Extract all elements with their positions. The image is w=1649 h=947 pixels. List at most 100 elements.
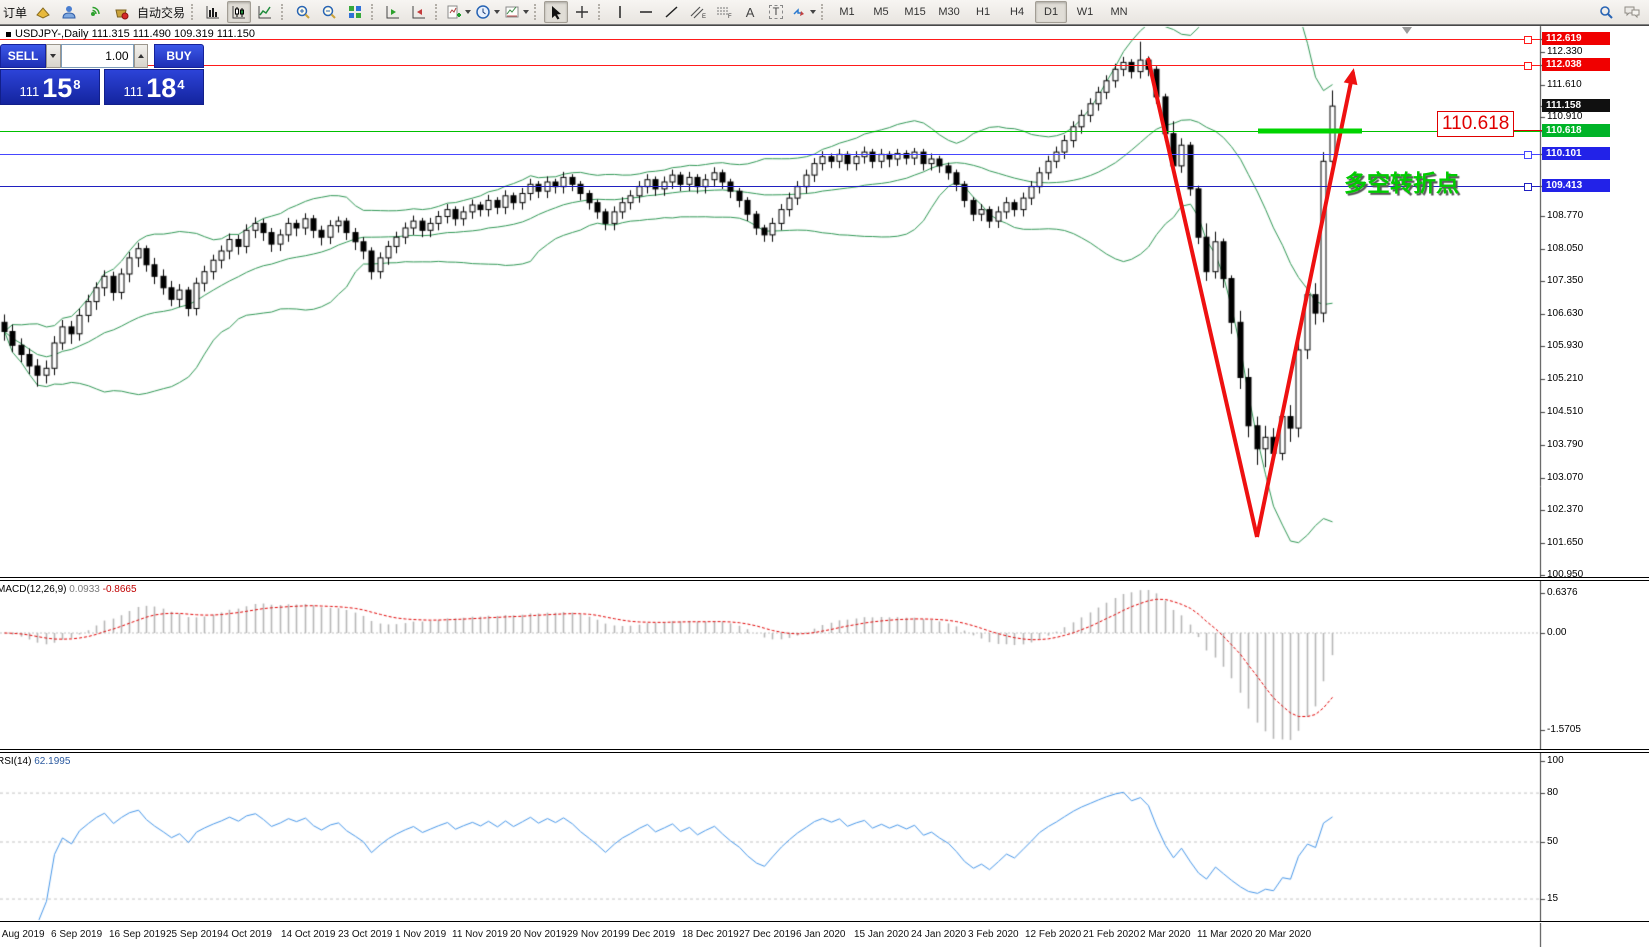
timeframe-mn[interactable]: MN (1110, 6, 1128, 18)
timeframe-m30[interactable]: M30 (938, 6, 960, 18)
timeframe-h1[interactable]: H1 (976, 6, 991, 18)
price-level-line[interactable] (0, 39, 1540, 40)
sell-button[interactable]: SELL (0, 44, 47, 68)
date-label: 2 Mar 2020 (1140, 929, 1191, 940)
date-label: 6 Jan 2020 (796, 929, 846, 940)
tile-windows-icon[interactable] (343, 1, 367, 23)
indicators-icon[interactable] (445, 1, 472, 23)
toolbar-grip (821, 4, 827, 20)
trendline-tool-icon[interactable] (660, 1, 684, 23)
text-tool-icon[interactable]: A (745, 4, 755, 20)
macd-axis-label: 0.00 (1547, 627, 1567, 638)
timeframe-m1[interactable]: M1 (839, 6, 855, 18)
line-chart-icon[interactable] (253, 1, 277, 23)
chevron-down-icon (810, 10, 817, 14)
zoom-in-icon[interactable] (291, 1, 315, 23)
auto-scroll-icon[interactable] (381, 1, 405, 23)
price-badge: 111.158 (1542, 99, 1610, 112)
price-level-line[interactable] (0, 154, 1540, 155)
periods-icon[interactable] (474, 1, 501, 23)
price-tick-label: 112.330 (1547, 46, 1583, 57)
main-toolbar: 订单 自动交易 (0, 0, 1649, 24)
buy-price-pip: 4 (177, 77, 185, 92)
date-label: 14 Oct 2019 (281, 929, 336, 940)
price-tick-label: 103.070 (1547, 472, 1584, 483)
horizontal-line-tool-icon[interactable] (634, 1, 658, 23)
rsi-axis-label: 15 (1547, 893, 1559, 904)
price-tick-label: 108.050 (1547, 243, 1584, 254)
cursor-icon[interactable] (544, 1, 569, 23)
fibonacci-tool-icon[interactable]: F (712, 1, 736, 23)
market-watch-icon[interactable] (57, 1, 81, 23)
price-tick-label: 105.210 (1547, 373, 1584, 384)
rsi-axis-label: 100 (1547, 755, 1564, 766)
label-tool-icon[interactable]: T (764, 1, 788, 23)
date-label: 8 Aug 2019 (0, 929, 45, 940)
price-callout[interactable]: 110.618 (1437, 111, 1515, 137)
pane-separator[interactable] (0, 577, 1649, 581)
date-label: 6 Sep 2019 (51, 929, 103, 940)
price-tick-label: 111.610 (1547, 79, 1582, 90)
line-endpoint-marker[interactable] (1524, 183, 1532, 191)
chart-shift-marker[interactable] (1402, 27, 1412, 34)
one-click-trading-panel: SELL 1.00 BUY 111 15 8 111 18 4 (0, 44, 204, 105)
date-label: 4 Oct 2019 (223, 929, 272, 940)
candlestick-chart-icon[interactable] (227, 1, 252, 23)
signals-icon[interactable] (83, 1, 107, 23)
chart-icon (6, 31, 11, 37)
buy-button[interactable]: BUY (154, 44, 204, 68)
chinese-annotation[interactable]: 多空转折点 (1344, 170, 1459, 196)
arrows-tool-icon[interactable] (790, 1, 817, 23)
channel-tool-icon[interactable]: E (686, 1, 710, 23)
chat-icon[interactable] (1620, 1, 1644, 23)
buy-price-big: 18 (146, 73, 177, 103)
timeframe-w1[interactable]: W1 (1076, 6, 1094, 18)
price-tick-label: 102.370 (1547, 504, 1584, 515)
sell-price-button[interactable]: 111 15 8 (0, 69, 100, 105)
buy-price-button[interactable]: 111 18 4 (104, 69, 204, 105)
templates-icon[interactable] (503, 1, 530, 23)
autotrade-button[interactable]: 自动交易 (137, 5, 186, 20)
search-icon[interactable] (1594, 1, 1618, 23)
autotrade-icon[interactable] (109, 1, 133, 23)
price-level-line[interactable] (0, 65, 1540, 66)
price-level-line[interactable] (0, 131, 1540, 132)
line-endpoint-marker[interactable] (1524, 36, 1532, 44)
date-label: 12 Feb 2020 (1025, 929, 1082, 940)
vertical-line-tool-icon[interactable] (608, 1, 632, 23)
sell-price-prefix: 111 (19, 84, 40, 99)
timeframe-m15[interactable]: M15 (904, 6, 926, 18)
crosshair-icon[interactable] (570, 1, 594, 23)
line-endpoint-marker[interactable] (1524, 62, 1532, 70)
toolbar-grip (598, 4, 604, 20)
price-level-line[interactable] (0, 186, 1540, 187)
price-tick-label: 108.770 (1547, 210, 1584, 221)
price-badge: 109.413 (1542, 179, 1610, 192)
new-order-button[interactable]: 订单 (3, 5, 28, 20)
price-badge: 112.038 (1542, 58, 1610, 71)
chart-title: USDJPY-,Daily 111.315 111.490 109.319 11… (6, 28, 255, 40)
callout-connector-line (1514, 130, 1542, 131)
profile-icon[interactable] (31, 1, 55, 23)
volume-decrease-button[interactable] (46, 44, 61, 68)
timeframe-m5[interactable]: M5 (873, 6, 889, 18)
date-label: 20 Mar 2020 (1255, 929, 1312, 940)
zoom-out-icon[interactable] (317, 1, 341, 23)
chart-shift-icon[interactable] (407, 1, 431, 23)
bar-chart-icon[interactable] (201, 1, 225, 23)
sell-price-pip: 8 (73, 77, 81, 92)
price-tick-label: 105.930 (1547, 340, 1584, 351)
volume-input[interactable]: 1.00 (60, 44, 134, 68)
macd-label: MACD(12,26,9) 0.0933 -0.8665 (0, 584, 137, 595)
timeframe-h4[interactable]: H4 (1010, 6, 1025, 18)
line-endpoint-marker[interactable] (1524, 151, 1532, 159)
volume-increase-button[interactable] (133, 44, 149, 68)
rsi-axis-label: 50 (1547, 836, 1559, 847)
price-tick-label: 101.650 (1547, 537, 1584, 548)
triangle-down-icon (50, 54, 57, 58)
price-tick-label: 103.790 (1547, 439, 1584, 450)
timeframe-d1[interactable]: D1 (1035, 1, 1068, 23)
pane-separator[interactable] (0, 749, 1649, 753)
